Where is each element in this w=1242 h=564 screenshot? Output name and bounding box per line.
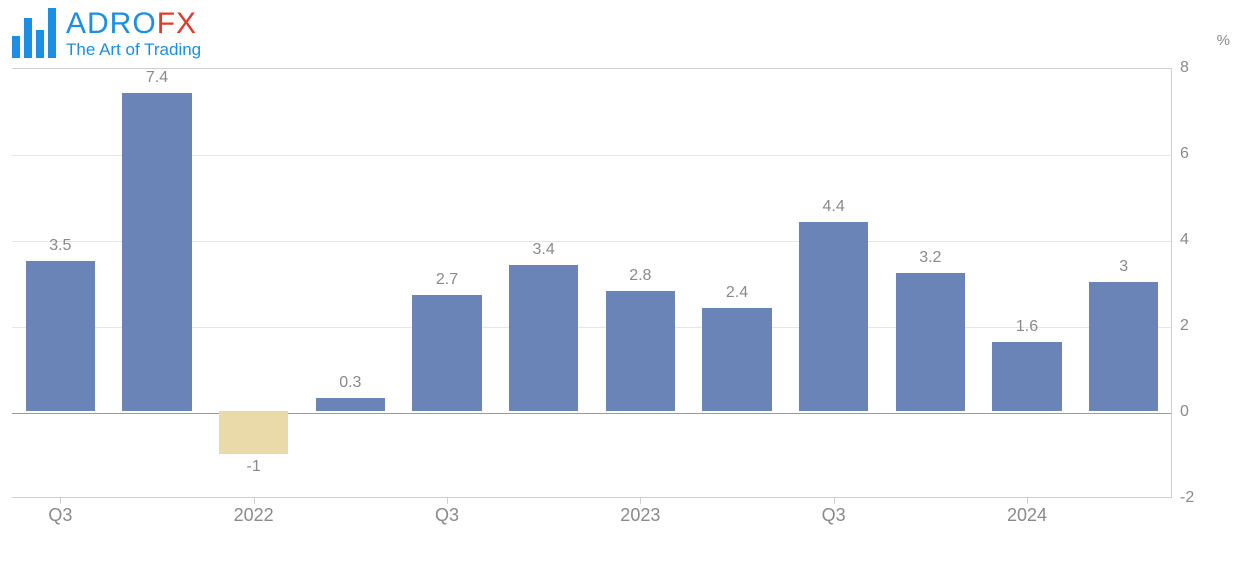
plot-area: 3.5 7.4 -1 0.3 2.7 3.4 2.8 2.4 4.4 3.2 1.6 3 (12, 68, 1172, 498)
x-tick-mark (1027, 498, 1028, 504)
bar-rect (219, 411, 289, 454)
bar-value-label: 0.3 (339, 374, 361, 392)
bar-rect (992, 342, 1062, 411)
bar-value-label: 2.8 (629, 267, 651, 285)
x-tick-mark (834, 498, 835, 504)
bar-rect (412, 295, 482, 411)
bar: 4.4 (799, 67, 869, 497)
y-tick-label: -2 (1180, 489, 1194, 507)
bar-rect (896, 273, 966, 411)
bar-rect (1089, 282, 1159, 411)
bar-value-label: 3 (1119, 258, 1128, 276)
y-tick-label: 0 (1180, 403, 1189, 421)
bar-value-label: 3.5 (49, 237, 71, 255)
logo-word-adro: ADRO (66, 7, 157, 40)
bar-value-label: 7.4 (146, 69, 168, 87)
x-tick-label: Q3 (435, 505, 459, 526)
x-tick-label: 2023 (620, 505, 660, 526)
bar: 1.6 (992, 67, 1062, 497)
chart: % 3.57.4-10.32.73.42.82.44.43.21.63 -202… (12, 50, 1230, 550)
x-tick-mark (640, 498, 641, 504)
bar: 2.7 (412, 67, 482, 497)
bar-value-label: 1.6 (1016, 318, 1038, 336)
y-tick-label: 6 (1180, 145, 1189, 163)
x-tick-label: 2024 (1007, 505, 1047, 526)
bar: -1 (219, 67, 289, 497)
y-tick-label: 2 (1180, 317, 1189, 335)
bar-rect (26, 261, 96, 412)
y-tick-label: 4 (1180, 231, 1189, 249)
bar: 0.3 (316, 67, 386, 497)
x-tick-mark (447, 498, 448, 504)
bar: 3.4 (509, 67, 579, 497)
logo-word-fx: FX (157, 7, 197, 40)
bar-rect (509, 265, 579, 411)
bar-rect (702, 308, 772, 411)
bar-rect (122, 93, 192, 411)
bar-value-label: 2.7 (436, 271, 458, 289)
bar-value-label: 2.4 (726, 284, 748, 302)
y-axis-unit: % (1217, 32, 1230, 49)
bar: 2.4 (702, 67, 772, 497)
x-tick-label: Q3 (822, 505, 846, 526)
bar: 3.5 (26, 67, 96, 497)
bar-rect (316, 398, 386, 411)
bar: 7.4 (122, 67, 192, 497)
x-tick-label: Q3 (48, 505, 72, 526)
x-tick-label: 2022 (234, 505, 274, 526)
bar-value-label: 4.4 (823, 198, 845, 216)
bar-value-label: 3.2 (919, 249, 941, 267)
y-tick-label: 8 (1180, 59, 1189, 77)
bar-rect (799, 222, 869, 411)
bar-value-label: 3.4 (533, 241, 555, 259)
x-tick-mark (254, 498, 255, 504)
bar: 3.2 (896, 67, 966, 497)
bar-rect (606, 291, 676, 411)
bar-value-label: -1 (247, 458, 261, 476)
x-tick-mark (60, 498, 61, 504)
bar: 2.8 (606, 67, 676, 497)
bar: 3 (1089, 67, 1159, 497)
